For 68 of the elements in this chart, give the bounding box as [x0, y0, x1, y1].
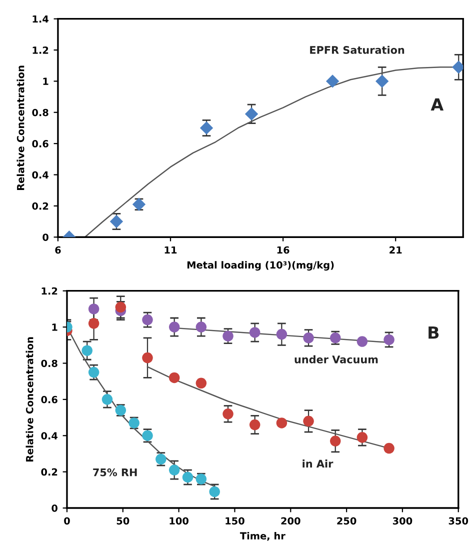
point [222, 408, 234, 420]
x-axis-title: Metal loading (10³)(mg/kg) [187, 261, 334, 271]
annotation: EPFR Saturation [310, 46, 404, 54]
point [196, 378, 207, 389]
point [222, 330, 234, 342]
point [384, 334, 394, 346]
y-tick-label: 0.4 [32, 171, 48, 179]
x-tick-label: 200 [281, 517, 300, 525]
point [384, 442, 394, 454]
point [356, 432, 368, 443]
x-axis-title: Time, hr [240, 532, 286, 541]
series-label: under Vacuum [294, 355, 378, 364]
point [115, 302, 126, 313]
point [244, 107, 258, 121]
point [326, 74, 340, 88]
point [303, 332, 314, 344]
y-tick-label: 0.2 [41, 468, 58, 476]
x-tick-label: 350 [448, 517, 468, 525]
point [303, 416, 314, 427]
annotation: A [430, 98, 444, 111]
point [88, 366, 100, 378]
point [356, 336, 368, 347]
point [168, 372, 180, 384]
x-tick-label: 21 [390, 246, 402, 254]
y-tick-label: 0.2 [32, 202, 48, 210]
series-label: 75% RH [93, 468, 137, 476]
point [88, 304, 100, 314]
point [182, 472, 194, 483]
y-tick-label: 0 [42, 234, 48, 241]
y-tick-label: 0 [52, 504, 58, 512]
x-tick-label: 250 [337, 517, 356, 525]
point [168, 322, 180, 332]
point [196, 322, 207, 332]
y-tick-label: 0.8 [41, 360, 58, 368]
y-tick-label: 1.4 [32, 15, 48, 23]
y-tick-label: 1 [43, 78, 48, 85]
point [82, 345, 92, 356]
point [276, 418, 288, 428]
x-tick-label: 16 [277, 246, 290, 254]
y-tick-label: 1.2 [32, 46, 48, 54]
point [168, 464, 180, 476]
x-tick-label: 11 [164, 246, 177, 254]
point [102, 394, 113, 405]
x-tick-label: 6 [55, 246, 61, 254]
point [88, 318, 100, 329]
y-tick-label: 1.2 [42, 287, 58, 295]
y-tick-label: 0.6 [32, 140, 48, 148]
y-tick-label: 0.6 [41, 396, 58, 404]
x-tick-label: 50 [116, 517, 130, 525]
x-tick-label: 0 [64, 517, 70, 525]
point [276, 328, 288, 340]
point [330, 436, 341, 446]
point [142, 352, 153, 364]
y-axis-title: Relative Concentration [26, 337, 34, 462]
point [249, 327, 260, 338]
point [209, 486, 220, 498]
y-tick-label: 0.4 [41, 432, 58, 440]
series-label: in Air [302, 460, 334, 468]
x-tick-label: 300 [392, 517, 412, 525]
annotation: B [428, 326, 439, 339]
y-tick-label: 1 [52, 324, 58, 331]
y-tick-label: 0.8 [32, 108, 48, 116]
x-tick-label: 100 [170, 517, 188, 525]
point [142, 314, 153, 326]
point [376, 74, 389, 88]
y-axis-title: Relative Concentration [16, 66, 24, 190]
x-tick-label: 150 [226, 517, 244, 525]
point [249, 419, 260, 430]
